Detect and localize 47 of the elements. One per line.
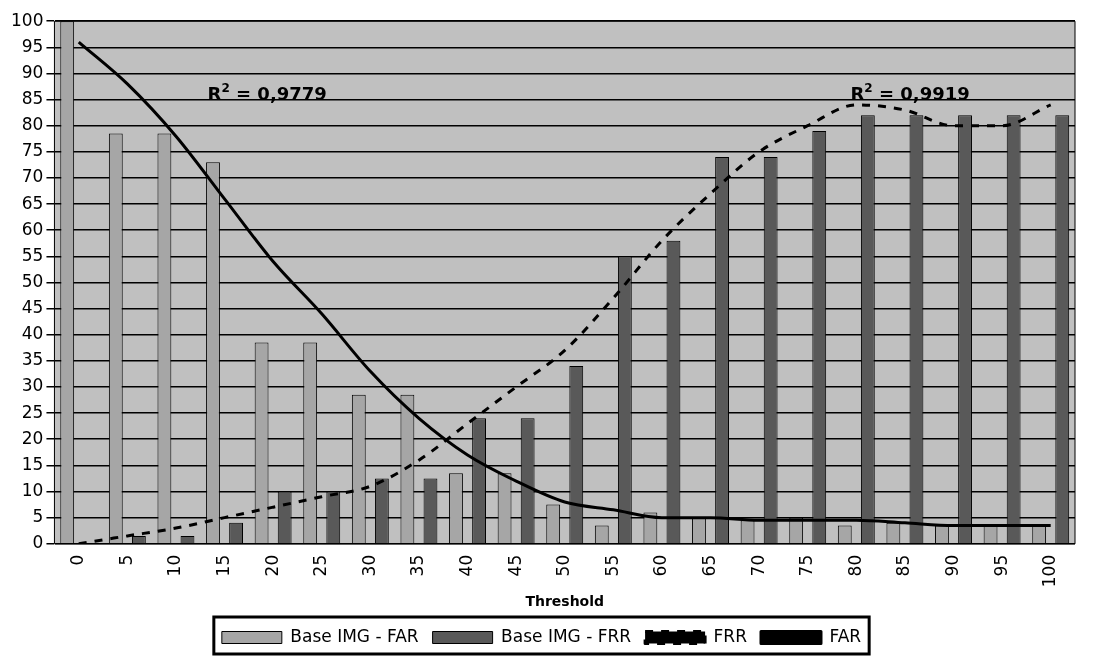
x-tick-label: 10 [164, 554, 185, 577]
y-tick-label: 85 [21, 88, 44, 108]
legend-label: FRR [713, 625, 748, 646]
y-tick-label: 35 [21, 349, 44, 370]
x-tick-label: 25 [310, 554, 331, 577]
legend-label: Base IMG - FRR [501, 625, 632, 646]
y-tick-label: 20 [21, 427, 44, 448]
y-tick-label: 65 [21, 192, 44, 213]
x-tick-label: 0 [67, 554, 88, 566]
y-tick-label: 0 [32, 532, 44, 553]
x-tick-label: 45 [504, 554, 525, 577]
x-tick-label: 95 [990, 554, 1011, 577]
x-tick-label: 100 [1039, 554, 1060, 588]
x-tick-label: 75 [796, 554, 817, 577]
x-tick-label: 65 [698, 554, 719, 577]
y-tick-label: 10 [21, 479, 44, 500]
x-tick-label: 35 [407, 554, 428, 577]
y-tick-label: 100 [10, 9, 44, 30]
x-tick-label: 5 [115, 554, 136, 566]
y-tick-label: 55 [21, 244, 44, 265]
x-tick-label: 30 [358, 554, 379, 577]
y-tick-label: 70 [21, 166, 44, 187]
legend-label: Base IMG - FAR [290, 625, 419, 646]
x-tick-label: 20 [261, 554, 282, 577]
x-tick-label: 50 [553, 554, 574, 577]
y-tick-label: 15 [21, 453, 44, 474]
y-tick-label: 90 [21, 61, 44, 82]
x-tick-label: 15 [212, 554, 233, 577]
y-tick-label: 95 [21, 35, 44, 56]
y-tick-label: 80 [21, 114, 44, 135]
x-tick-label: 60 [650, 554, 671, 577]
y-tick-label: 60 [21, 218, 44, 239]
y-tick-label: 25 [21, 401, 44, 422]
x-tick-label: 40 [455, 554, 476, 577]
x-axis-title: Threshold [525, 593, 605, 610]
y-tick-label: 45 [21, 297, 44, 318]
x-tick-label: 80 [844, 554, 865, 577]
y-tick-label: 75 [21, 140, 44, 161]
x-tick-label: 55 [601, 554, 622, 577]
x-tick-label: 85 [893, 554, 914, 577]
y-tick-label: 5 [32, 506, 44, 527]
y-tick-label: 50 [21, 270, 44, 291]
y-tick-label: 40 [21, 323, 44, 344]
y-tick-label: 30 [21, 375, 44, 396]
legend-label: FAR [829, 625, 862, 646]
x-tick-label: 70 [747, 554, 768, 577]
x-tick-label: 90 [941, 554, 962, 577]
